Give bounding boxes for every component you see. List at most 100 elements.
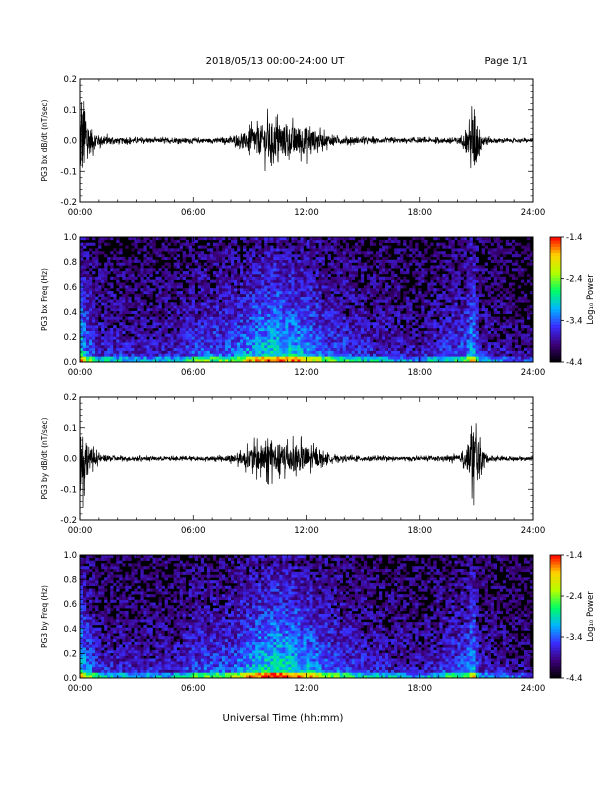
spec-bx-cell [306,325,310,329]
spec-bx-cell [294,262,298,266]
panels: 00:00 06:00 12:00 18:00 24:000.20.10.0-0.1-0… [40,75,545,694]
spec-bx-cell [406,344,410,349]
spec-bx-cell [342,273,347,278]
spec-bx-cell [104,319,108,323]
spec-bx-cell [89,347,93,351]
spec-bx-cell [391,325,395,329]
spec-bx-cell [122,330,126,334]
spec-bx-cell [86,242,90,246]
spec-bx-cell [300,276,304,280]
spec-bx-cell [249,293,253,297]
spec-bx-cell [200,327,205,332]
spec-bx-cell [348,336,353,340]
spec-bx-cell [351,290,356,295]
spec-bx-cell [424,259,428,263]
spec-bx-cell [125,350,129,354]
spec-bx-cell [203,254,208,258]
spec-bx-cell [212,279,217,283]
spec-bx-cell [372,288,377,292]
spec-bx-cell [221,245,226,249]
spec-bx-cell [291,293,295,297]
spec-bx-cell [481,276,485,280]
spec-bx-cell [197,330,202,334]
spec-bx-cell [412,259,416,263]
spec-bx-cell [191,276,196,280]
spec-bx-cell [146,353,150,357]
spec-bx-cell [430,271,434,275]
spec-bx-cell [164,319,168,323]
spec-bx-cell [261,350,265,354]
spec-bx-cell [300,322,304,326]
spec-bx-cell [234,239,238,243]
spec-bx-cell [291,302,295,306]
spec-bx-cell [80,347,84,351]
spec-bx-cell [487,288,492,292]
spec-bx-cell [264,310,268,314]
spec-bx-cell [200,276,205,280]
spec-bx-cell [324,347,328,351]
spec-bx-cell [279,254,283,258]
spec-bx-cell [288,273,292,278]
spec-bx-cell [448,254,452,258]
spec-bx-cell [83,282,87,286]
spec-bx-cell [345,282,350,286]
spec-bx-cell [264,265,268,269]
spec-bx-cell [92,237,96,241]
spec-bx-cell [170,330,174,334]
spec-bx-cell [291,239,295,243]
spec-bx-cell [439,336,443,340]
spec-bx-cell [170,239,174,243]
spec-bx-cell [185,265,190,269]
spec-bx-cell [86,305,90,309]
spec-bx-cell [457,333,461,337]
spec-bx-cell [324,268,328,272]
spec-bx-cell [378,333,383,337]
spec-bx-cell [164,248,168,252]
spec-bx-cell [167,339,171,343]
spec-bx-cell [457,322,461,326]
spec-bx-cell [212,327,217,332]
spec-bx-cell [382,313,386,317]
spec-bx-cell [469,344,473,349]
spec-bx-cell [246,259,250,263]
spec-bx-cell [466,279,470,283]
spec-bx-cell [95,262,99,266]
spec-bx-cell [318,319,322,323]
spec-bx-cell [143,353,147,357]
spec-bx-cell [110,293,114,297]
spec-bx-cell [137,350,141,354]
spec-bx-cell [89,290,93,295]
spec-bx-cell [95,325,99,329]
spec-bx-cell [249,353,253,357]
spec-bx-cell [255,242,259,246]
spec-bx-cell [403,347,407,351]
spec-bx-cell [291,356,295,360]
spec-bx-cell [125,305,129,309]
spec-bx-cell [161,308,165,312]
spec-bx-cell [101,282,105,286]
spec-bx-cell [179,262,183,266]
spec-bx-cell [297,265,301,269]
spec-bx-cell [83,347,87,351]
spec-bx-cell [110,299,114,303]
spec-bx-cell [218,325,223,329]
spec-bx-cell [348,359,353,363]
spec-bx-cell [285,353,289,357]
spec-bx-cell [484,339,488,343]
spec-bx-cell [212,325,217,329]
spec-bx-cell [394,347,398,351]
spec-bx-cell [282,296,286,300]
spec-bx-cell [439,251,443,255]
spec-bx-cell [227,279,232,283]
spec-bx-cell [197,302,202,306]
spec-bx-cell [469,279,473,283]
spec-bx-cell [351,342,356,346]
spec-bx-cell [288,347,292,351]
spec-bx-cell [294,237,298,241]
spec-bx-cell [445,319,449,323]
spec-bx-cell [439,319,443,323]
spec-bx-cell [240,302,244,306]
spec-bx-cell [212,302,217,306]
spec-bx-cell [403,285,407,289]
spec-bx-cell [173,271,177,275]
